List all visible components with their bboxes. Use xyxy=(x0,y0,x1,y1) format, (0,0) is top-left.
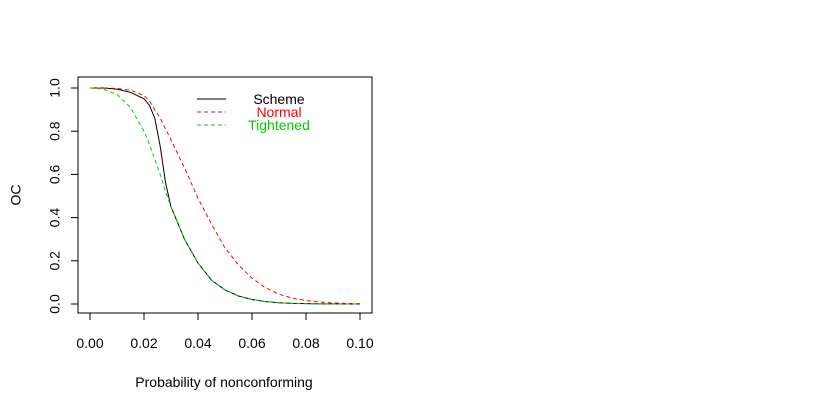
legend-label: Tightened xyxy=(248,117,310,133)
series-layer xyxy=(89,87,361,305)
x-tick-label: 0.04 xyxy=(184,335,211,351)
x-tick-label: 0.06 xyxy=(238,335,265,351)
x-tick-label: 0.08 xyxy=(292,335,319,351)
y-tick-label: 1.0 xyxy=(47,78,63,98)
x-tick-label: 0.00 xyxy=(76,335,103,351)
legend-label: Scheme xyxy=(253,91,305,107)
y-tick-label: 0.8 xyxy=(47,121,63,141)
y-tick-label: 0.4 xyxy=(47,208,63,228)
y-axis: 0.0 0.2 0.4 0.6 0.8 1.0 xyxy=(47,78,79,314)
y-tick-label: 0.0 xyxy=(47,294,63,314)
y-tick-label: 0.2 xyxy=(47,251,63,271)
x-axis-label: Probability of nonconforming xyxy=(135,374,312,390)
y-axis-label: OC xyxy=(8,185,24,206)
x-tick-label: 0.02 xyxy=(130,335,157,351)
series-line-tightened xyxy=(89,87,361,305)
legend-label: Normal xyxy=(256,104,301,120)
x-tick-label: 0.10 xyxy=(346,335,373,351)
y-tick-label: 0.6 xyxy=(47,164,63,184)
series-line-normal xyxy=(90,87,361,305)
x-axis: 0.00 0.02 0.04 0.06 0.08 0.10 xyxy=(76,312,374,351)
